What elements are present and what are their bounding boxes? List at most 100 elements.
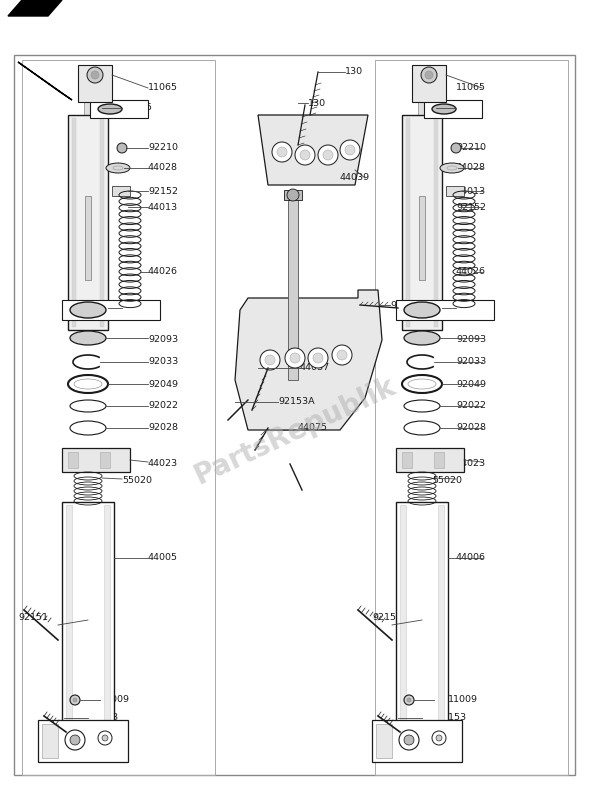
Ellipse shape: [308, 348, 328, 368]
Ellipse shape: [404, 695, 414, 705]
Text: 92093: 92093: [148, 336, 178, 344]
Bar: [62, 502, 114, 760]
Ellipse shape: [117, 143, 127, 153]
Ellipse shape: [399, 730, 419, 750]
Ellipse shape: [277, 147, 287, 157]
Ellipse shape: [295, 145, 315, 165]
Text: 92055: 92055: [122, 104, 152, 113]
Ellipse shape: [451, 143, 461, 153]
Text: 44065: 44065: [432, 304, 462, 312]
Bar: [412, 65, 446, 102]
Text: 92153: 92153: [436, 714, 466, 722]
Bar: [419, 196, 425, 280]
Ellipse shape: [272, 142, 292, 162]
Ellipse shape: [73, 698, 77, 702]
Text: 11065: 11065: [456, 84, 486, 93]
Text: 44065: 44065: [122, 304, 152, 312]
Bar: [38, 720, 128, 762]
Text: 44039: 44039: [340, 173, 370, 182]
Ellipse shape: [332, 345, 352, 365]
Ellipse shape: [337, 350, 347, 360]
Text: 130: 130: [345, 67, 363, 77]
Text: 55020: 55020: [122, 475, 152, 484]
Ellipse shape: [345, 145, 355, 155]
Text: 92153A: 92153A: [390, 300, 426, 309]
Bar: [62, 300, 160, 320]
Bar: [112, 186, 130, 196]
Text: 44026: 44026: [148, 268, 178, 276]
Text: 44023: 44023: [148, 459, 178, 467]
Text: 92093: 92093: [456, 336, 486, 344]
Ellipse shape: [98, 104, 122, 114]
Polygon shape: [258, 115, 368, 185]
Ellipse shape: [87, 67, 103, 83]
Ellipse shape: [323, 150, 333, 160]
Ellipse shape: [265, 355, 275, 365]
Text: 92151: 92151: [372, 614, 402, 622]
Ellipse shape: [318, 145, 338, 165]
Ellipse shape: [70, 695, 80, 705]
Text: 92152: 92152: [456, 204, 486, 213]
Ellipse shape: [432, 731, 446, 745]
Bar: [72, 118, 76, 327]
Bar: [438, 505, 444, 757]
Text: 92153A: 92153A: [278, 397, 315, 407]
Bar: [68, 452, 78, 468]
Bar: [104, 505, 110, 757]
Bar: [402, 452, 412, 468]
Bar: [100, 452, 110, 468]
Ellipse shape: [106, 163, 130, 173]
Text: 92210: 92210: [148, 144, 178, 153]
Bar: [372, 720, 462, 762]
Bar: [84, 65, 94, 330]
Text: 44028: 44028: [456, 164, 486, 173]
Ellipse shape: [440, 163, 464, 173]
Ellipse shape: [407, 698, 411, 702]
Ellipse shape: [65, 730, 85, 750]
Ellipse shape: [340, 140, 360, 160]
Text: 92049: 92049: [456, 380, 486, 388]
Bar: [424, 100, 482, 118]
Text: 92055: 92055: [432, 104, 462, 113]
Text: 44075: 44075: [298, 423, 328, 432]
Text: PartsRepublik: PartsRepublik: [189, 372, 400, 491]
Text: 92033: 92033: [148, 357, 178, 367]
Text: 44006: 44006: [456, 554, 486, 562]
Ellipse shape: [425, 71, 433, 79]
Polygon shape: [235, 290, 382, 430]
Text: 92022: 92022: [148, 402, 178, 411]
Bar: [396, 502, 448, 760]
Polygon shape: [18, 62, 72, 100]
Text: 11009: 11009: [100, 695, 130, 705]
Ellipse shape: [290, 353, 300, 363]
Bar: [62, 448, 130, 472]
Bar: [446, 186, 464, 196]
Text: 92028: 92028: [456, 423, 486, 432]
Bar: [100, 118, 104, 327]
Ellipse shape: [70, 331, 106, 345]
Bar: [288, 195, 298, 380]
Ellipse shape: [70, 735, 80, 745]
Ellipse shape: [404, 735, 414, 745]
Text: 130: 130: [308, 98, 326, 108]
Ellipse shape: [91, 71, 99, 79]
Text: 44023: 44023: [456, 459, 486, 467]
Bar: [68, 115, 108, 330]
Bar: [406, 118, 410, 327]
Ellipse shape: [102, 735, 108, 741]
Bar: [85, 196, 91, 280]
Text: 11009: 11009: [448, 695, 478, 705]
Ellipse shape: [70, 302, 106, 318]
Text: 92028: 92028: [148, 423, 178, 432]
Text: 55020: 55020: [432, 475, 462, 484]
Ellipse shape: [432, 104, 456, 114]
Text: 11065: 11065: [148, 84, 178, 93]
Ellipse shape: [404, 331, 440, 345]
Text: 92022: 92022: [456, 402, 486, 411]
Bar: [376, 724, 392, 758]
Ellipse shape: [436, 735, 442, 741]
Text: 92049: 92049: [148, 380, 178, 388]
Bar: [284, 190, 302, 200]
Text: 44005: 44005: [148, 554, 178, 562]
Ellipse shape: [300, 150, 310, 160]
